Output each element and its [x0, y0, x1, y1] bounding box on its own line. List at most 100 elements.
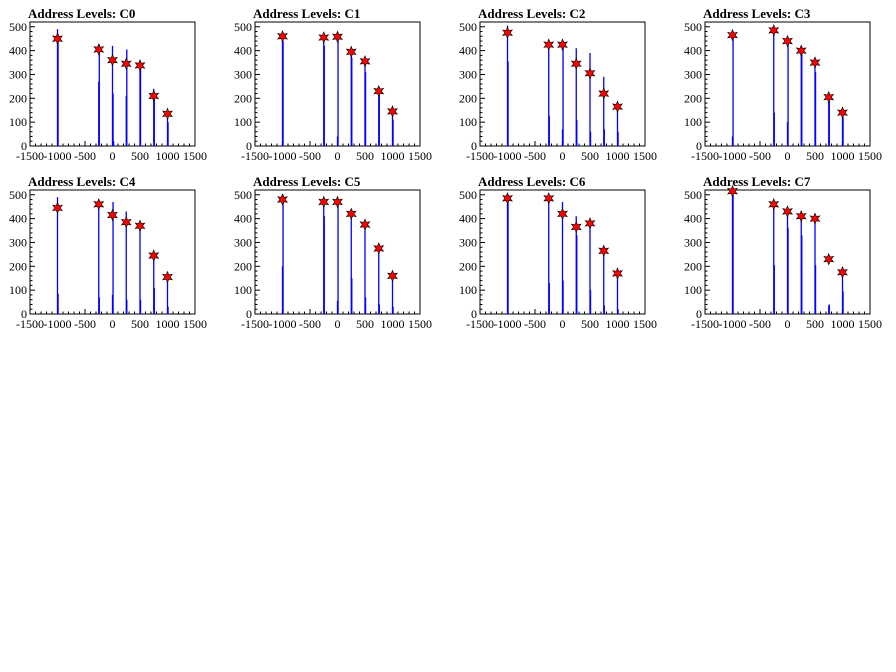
x-tick-label: 1000	[156, 149, 180, 163]
peak-marker	[598, 87, 610, 100]
x-tick-label: 1000	[831, 149, 855, 163]
peak-marker	[359, 218, 371, 231]
y-tick-label: 300	[234, 235, 252, 249]
peak-marker	[584, 217, 596, 230]
x-tick-label: 0	[560, 317, 566, 331]
x-tick-label: 1500	[633, 317, 657, 331]
x-tick-label: -1500	[466, 149, 494, 163]
x-tick-label: 0	[560, 149, 566, 163]
peak-marker	[612, 100, 623, 113]
x-tick-label: 1000	[831, 317, 855, 331]
peak-marker	[809, 212, 821, 225]
y-tick-label: 500	[9, 188, 27, 202]
y-tick-label: 100	[9, 115, 27, 129]
x-tick-label: -1000	[494, 149, 522, 163]
y-tick-label: 500	[684, 188, 702, 202]
x-tick-label: -1500	[466, 317, 494, 331]
y-tick-label: 300	[459, 235, 477, 249]
peak-marker	[345, 45, 357, 59]
y-tick-label: 300	[684, 67, 702, 81]
y-tick-label: 100	[684, 283, 702, 297]
x-tick-label: -1500	[691, 149, 719, 163]
y-tick-label: 0	[246, 307, 252, 321]
x-tick-label: 1500	[183, 149, 207, 163]
peak-marker	[502, 26, 513, 40]
x-tick-label: -500	[74, 317, 96, 331]
y-tick-label: 200	[9, 91, 27, 105]
x-tick-label: 500	[356, 317, 374, 331]
y-tick-label: 400	[684, 212, 702, 226]
peak-marker	[93, 43, 105, 56]
peak-marker	[345, 207, 357, 221]
y-tick-label: 500	[9, 20, 27, 34]
peak-marker	[107, 53, 118, 67]
peak-marker	[837, 265, 848, 279]
y-tick-label: 200	[234, 259, 252, 273]
peak-marker	[107, 208, 118, 222]
y-tick-label: 500	[234, 20, 252, 34]
chart-panel-5: Address Levels: C50100200300400500-1500-…	[234, 174, 432, 331]
chart-panel-2: Address Levels: C20100200300400500-1500-…	[459, 6, 657, 163]
x-tick-label: 1500	[408, 149, 432, 163]
y-tick-label: 300	[9, 67, 27, 81]
peak-marker	[543, 192, 555, 205]
x-tick-label: 1500	[858, 317, 882, 331]
x-tick-label: 1000	[381, 149, 405, 163]
peak-marker	[823, 90, 835, 104]
peak-marker	[557, 207, 568, 221]
x-tick-label: 1000	[606, 149, 630, 163]
x-tick-label: -1500	[241, 317, 269, 331]
y-tick-label: 200	[459, 91, 477, 105]
y-tick-label: 300	[234, 67, 252, 81]
x-tick-label: -1000	[269, 149, 297, 163]
peak-marker	[795, 44, 807, 57]
y-tick-label: 400	[9, 44, 27, 58]
x-tick-label: 1000	[381, 317, 405, 331]
x-tick-label: -1000	[719, 317, 747, 331]
peak-marker	[134, 219, 146, 233]
x-tick-label: 1500	[633, 149, 657, 163]
x-tick-label: -500	[749, 149, 771, 163]
y-tick-label: 200	[684, 91, 702, 105]
peak-marker	[598, 244, 610, 258]
y-tick-label: 0	[21, 139, 27, 153]
y-tick-label: 0	[21, 307, 27, 321]
peak-marker	[809, 56, 821, 69]
peak-marker	[387, 269, 398, 283]
chart-title: Address Levels: C5	[253, 174, 361, 189]
y-tick-label: 100	[9, 283, 27, 297]
y-tick-label: 0	[696, 307, 702, 321]
x-tick-label: 0	[785, 317, 791, 331]
peak-marker	[332, 30, 343, 44]
peak-marker	[52, 32, 63, 45]
peak-marker	[277, 193, 288, 206]
y-tick-label: 500	[684, 20, 702, 34]
x-tick-label: 0	[110, 149, 116, 163]
x-tick-label: 500	[806, 317, 824, 331]
peak-marker	[162, 270, 173, 284]
peak-marker	[387, 105, 398, 118]
peak-marker	[823, 252, 835, 266]
peak-marker	[318, 31, 330, 44]
peak-marker	[727, 28, 738, 42]
x-tick-label: -500	[524, 317, 546, 331]
peak-marker	[795, 209, 807, 223]
y-tick-label: 200	[459, 259, 477, 273]
y-tick-label: 0	[696, 139, 702, 153]
y-tick-label: 100	[459, 115, 477, 129]
y-tick-label: 400	[234, 212, 252, 226]
x-tick-label: 0	[335, 149, 341, 163]
peak-marker	[570, 57, 582, 71]
chart-panel-1: Address Levels: C10100200300400500-1500-…	[234, 6, 432, 163]
chart-panel-0: Address Levels: C00100200300400500-1500-…	[9, 6, 207, 163]
y-tick-label: 300	[684, 235, 702, 249]
peak-marker	[727, 184, 738, 198]
peak-marker	[332, 195, 343, 209]
peak-marker	[373, 242, 385, 255]
x-tick-label: 500	[581, 317, 599, 331]
chart-title: Address Levels: C2	[478, 6, 585, 21]
x-tick-label: 500	[356, 149, 374, 163]
chart-title: Address Levels: C1	[253, 6, 360, 21]
x-tick-label: 1500	[408, 317, 432, 331]
